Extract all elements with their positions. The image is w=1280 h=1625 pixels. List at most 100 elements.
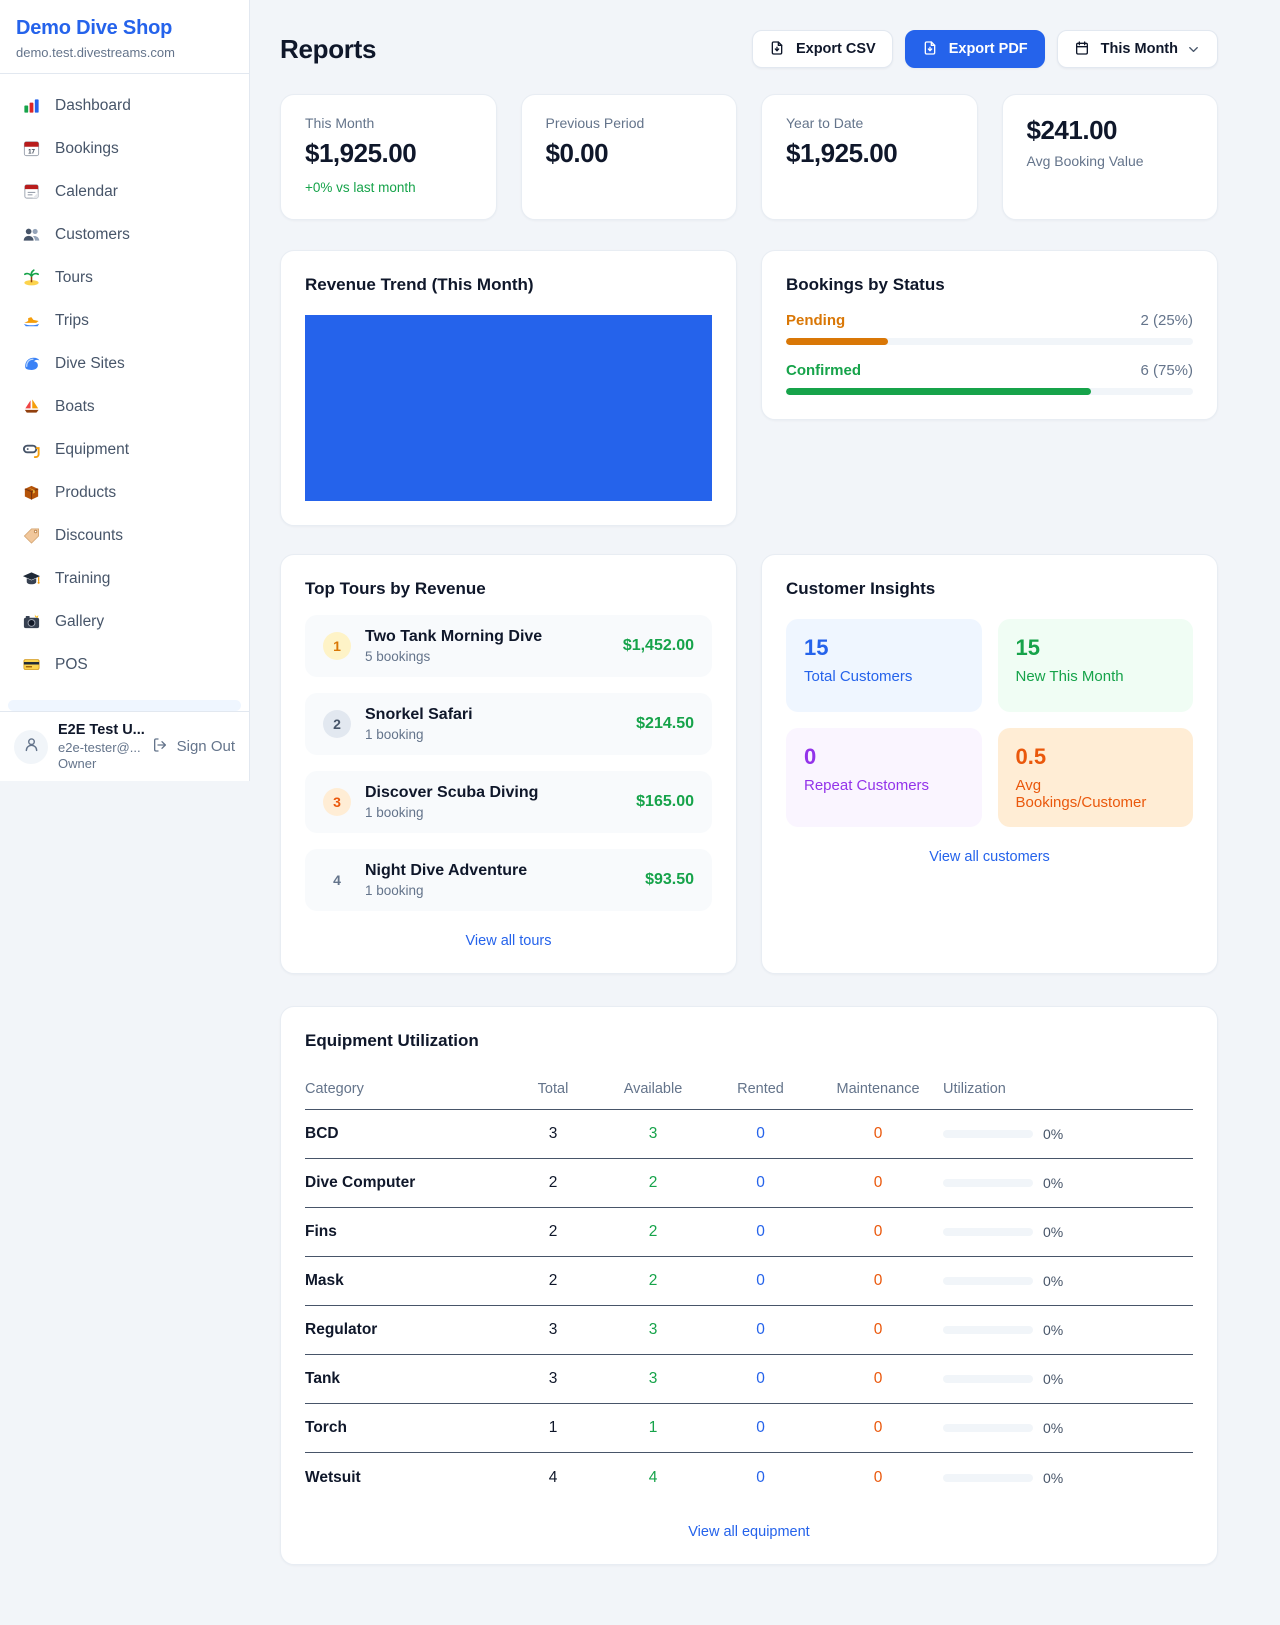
col-available: Available (623, 1081, 683, 1097)
nav-item-label: Dashboard (55, 96, 131, 114)
sidebar-nav-item[interactable]: POS (8, 643, 241, 686)
nav-item-label: Trips (55, 311, 89, 329)
cell-category: Fins (305, 1223, 337, 1240)
bookings-by-status-title: Bookings by Status (786, 275, 945, 294)
nav-item-icon (22, 569, 41, 588)
sidebar-nav-item[interactable]: Customers (8, 213, 241, 256)
insight-value: 15 (1015, 635, 1040, 660)
utilization-track (943, 1473, 1033, 1482)
cell-category: Wetsuit (305, 1468, 361, 1486)
insight-tile: 0.5 Avg Bookings/Customer (997, 728, 1193, 827)
utilization-percent: 0% (1043, 1224, 1064, 1240)
cell-available: 1 (648, 1419, 658, 1436)
bookings-by-status-card: Bookings by Status Pending 2 (25%) (761, 250, 1218, 420)
nav-item-label: POS (55, 655, 88, 673)
logout-icon (152, 737, 171, 756)
nav-item-icon (22, 354, 41, 373)
sidebar-nav-item[interactable]: Products (8, 471, 241, 514)
export-csv-button[interactable]: Export CSV (751, 30, 893, 68)
revenue-trend-chart (305, 315, 712, 501)
sidebar-active-item-partial[interactable] (8, 700, 241, 712)
charts-row: Revenue Trend (This Month) Bookings by S… (280, 250, 1218, 526)
cell-total: 4 (548, 1468, 558, 1486)
sidebar-nav-item[interactable]: 17 Bookings (8, 127, 241, 170)
sidebar-nav-item[interactable]: Boats (8, 385, 241, 428)
nav-item-icon (22, 612, 41, 631)
nav-item-icon (22, 397, 41, 416)
file-down-icon (922, 40, 941, 59)
insight-tile: 15 New This Month (997, 619, 1193, 712)
nav-item-icon (22, 225, 41, 244)
sign-out-button[interactable]: Sign Out (152, 737, 235, 756)
sidebar-nav-item[interactable]: Gallery (8, 600, 241, 643)
cell-utilization: 0% (943, 1224, 1193, 1240)
utilization-track (943, 1326, 1033, 1334)
nav-item-label: Training (55, 569, 111, 587)
nav-item-icon (22, 268, 41, 287)
insight-value: 15 (804, 635, 829, 660)
sidebar-nav-item[interactable]: Dashboard (8, 84, 241, 127)
cell-maintenance: 0 (873, 1174, 883, 1191)
sidebar-nav-item[interactable]: Dive Sites (8, 342, 241, 385)
user-footer: E2E Test U... e2e-tester@... Owner Sign … (0, 711, 249, 781)
cell-available: 3 (648, 1370, 658, 1387)
view-all-tours-link[interactable]: View all tours (465, 933, 552, 949)
rank-badge: 4 (333, 872, 341, 888)
top-tours-card: Top Tours by Revenue 1 Two Tank Morning … (280, 554, 737, 974)
cell-category: Tank (305, 1370, 341, 1387)
tour-list-item: 4 Night Dive Adventure 1 booking $93.50 (305, 849, 712, 911)
insight-value: 0 (804, 744, 817, 769)
status-item: Pending 2 (25%) (786, 312, 1193, 345)
table-row: Dive Computer 2 2 0 0 0% (305, 1159, 1193, 1208)
col-total: Total (537, 1081, 569, 1097)
calendar-icon (1074, 40, 1093, 59)
sidebar-nav-item[interactable]: Tours (8, 256, 241, 299)
cell-rented: 0 (756, 1419, 765, 1436)
sidebar-nav-item[interactable]: Calendar (8, 170, 241, 213)
view-all-customers-link[interactable]: View all customers (929, 849, 1050, 865)
nav-item-label: Boats (55, 397, 95, 415)
status-value: 2 (25%) (1140, 312, 1193, 329)
cell-total: 2 (548, 1272, 558, 1289)
nav-item-label: Discounts (55, 526, 124, 544)
insight-label: Avg Bookings/Customer (1015, 777, 1147, 811)
tour-list-item: 3 Discover Scuba Diving 1 booking $165.0… (305, 771, 712, 833)
sidebar-nav-item[interactable]: Trips (8, 299, 241, 342)
cell-rented: 0 (756, 1223, 765, 1240)
nav-item-label: Dive Sites (55, 354, 125, 372)
utilization-percent: 0% (1043, 1175, 1064, 1191)
user-info: E2E Test U... e2e-tester@... Owner (58, 721, 145, 772)
cell-rented: 0 (756, 1174, 765, 1191)
utilization-percent: 0% (1043, 1322, 1064, 1338)
export-pdf-button[interactable]: Export PDF (904, 30, 1045, 68)
period-select[interactable]: This Month (1056, 30, 1218, 68)
nav-item-icon (22, 311, 41, 330)
cell-maintenance: 0 (873, 1468, 883, 1486)
view-all-equipment-link[interactable]: View all equipment (688, 1524, 810, 1540)
cell-category: Regulator (305, 1321, 378, 1338)
sidebar-nav: Dashboard 17 Bookings Calendar Customers (0, 74, 249, 699)
user-name: E2E Test U... (58, 722, 145, 739)
cell-rented: 0 (756, 1125, 765, 1142)
nav-item-label: Bookings (55, 139, 119, 157)
cell-available: 3 (648, 1125, 658, 1142)
status-progress-track (786, 338, 1193, 345)
table-row: Mask 2 2 0 0 0% (305, 1257, 1193, 1306)
sidebar-nav-item[interactable]: Discounts (8, 514, 241, 557)
insight-label: Repeat Customers (804, 777, 930, 794)
status-item: Confirmed 6 (75%) (786, 362, 1193, 395)
table-row: Regulator 3 3 0 0 0% (305, 1306, 1193, 1355)
sidebar-nav-item[interactable]: Training (8, 557, 241, 600)
status-label: Confirmed (786, 362, 861, 379)
header-actions: Export CSV Export PDF This Month (751, 30, 1218, 68)
utilization-percent: 0% (1043, 1420, 1064, 1436)
tour-bookings-count: 5 bookings (365, 649, 431, 664)
cell-rented: 0 (756, 1370, 765, 1387)
rank-badge: 1 (323, 632, 351, 660)
cell-total: 3 (548, 1321, 558, 1338)
sidebar-nav-item[interactable]: Equipment (8, 428, 241, 471)
nav-item-label: Products (55, 483, 117, 501)
tour-list: 1 Two Tank Morning Dive 5 bookings $1,45… (305, 615, 712, 911)
nav-item-label: Gallery (55, 612, 105, 630)
tour-info: Discover Scuba Diving 1 booking (365, 784, 622, 820)
